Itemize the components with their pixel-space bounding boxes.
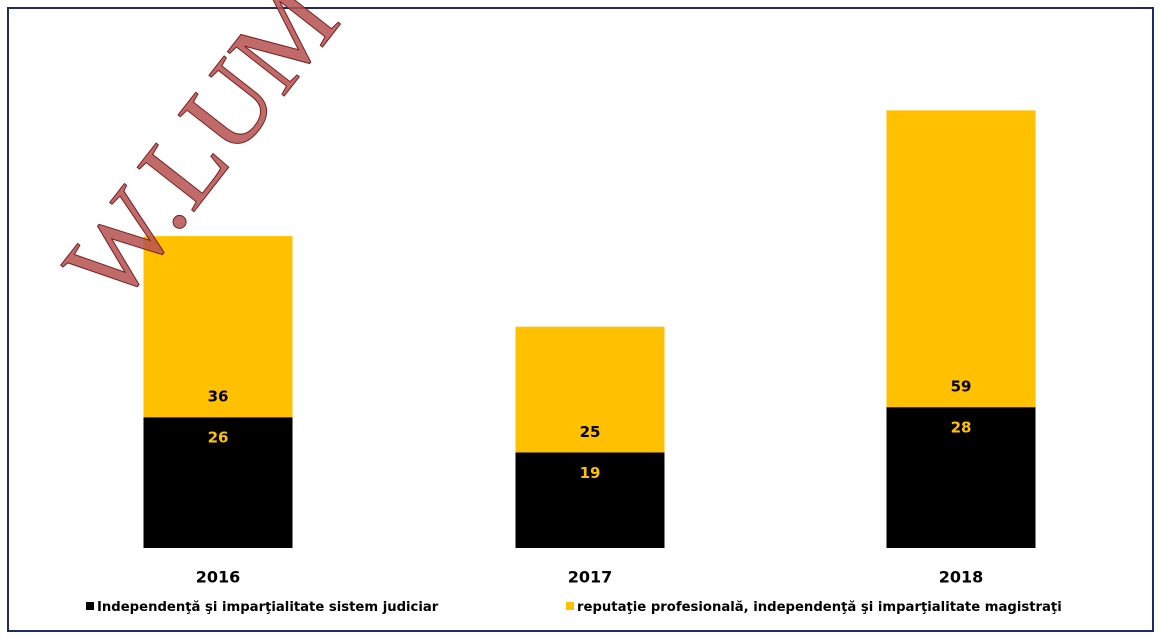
x-tick-label: 2017: [568, 568, 613, 587]
data-label: 36: [208, 388, 229, 406]
bar-segment: [886, 110, 1036, 408]
plot: 26 36 2016 19 25 2017 28 59 2018 Independenţă şi …: [86, 110, 1062, 615]
legend-label: Independenţă şi imparţialitate sistem ju…: [97, 600, 439, 615]
legend-swatch: [86, 602, 94, 610]
legend-swatch: [566, 602, 574, 610]
bar-segment: [143, 417, 293, 548]
data-label: 19: [580, 464, 601, 482]
data-label: 59: [951, 378, 972, 396]
bar-segment: [515, 326, 665, 453]
bar-segment: [515, 452, 665, 548]
bar-segment: [143, 236, 293, 418]
data-label: 25: [580, 423, 601, 441]
bar-segment: [886, 407, 1036, 548]
legend-label: reputaţie profesională, independenţă şi …: [577, 600, 1062, 615]
data-label: 28: [951, 419, 972, 437]
x-tick-label: 2016: [196, 568, 241, 587]
x-tick-label: 2018: [939, 568, 984, 587]
data-label: 26: [208, 429, 229, 447]
